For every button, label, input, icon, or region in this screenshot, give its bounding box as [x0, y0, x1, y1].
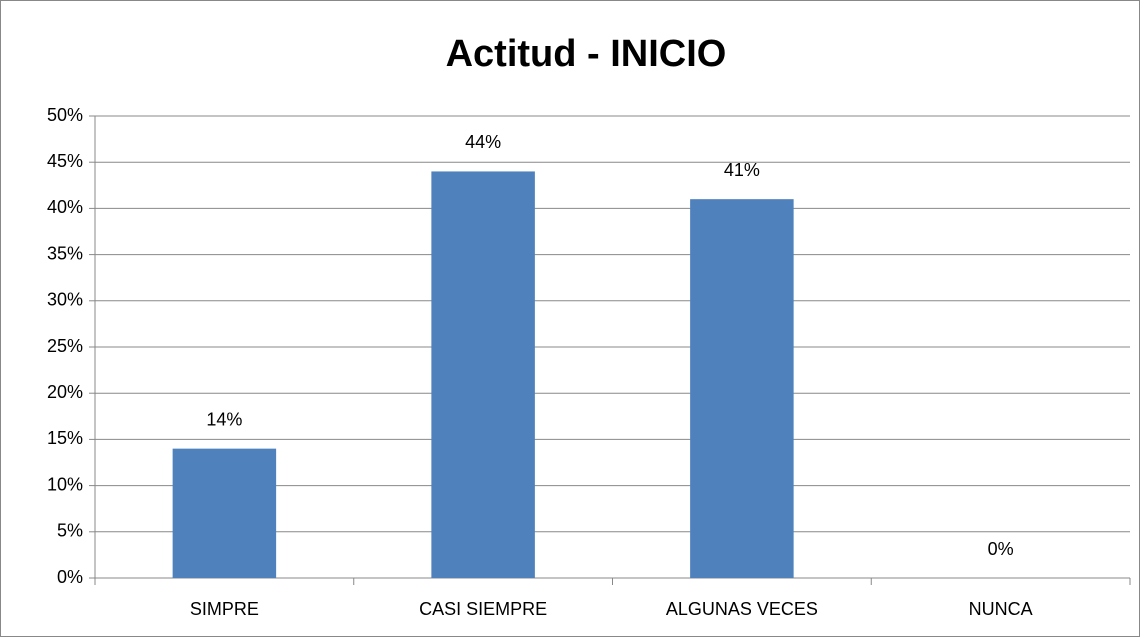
y-tick-label: 35%	[47, 243, 83, 263]
x-tick-label: ALGUNAS VECES	[666, 599, 818, 619]
y-tick-label: 40%	[47, 197, 83, 217]
bar	[431, 171, 535, 578]
y-tick-label: 0%	[57, 567, 83, 587]
value-label: 14%	[206, 409, 242, 429]
y-tick-label: 10%	[47, 474, 83, 494]
chart-title: Actitud - INICIO	[446, 33, 727, 75]
value-label: 0%	[988, 539, 1014, 559]
y-tick-label: 50%	[47, 105, 83, 125]
x-tick-label: CASI SIEMPRE	[419, 599, 547, 619]
bar	[172, 448, 277, 578]
value-label: 44%	[465, 132, 501, 152]
y-tick-label: 45%	[47, 151, 83, 171]
y-tick-label: 25%	[47, 336, 83, 356]
y-tick-label: 5%	[57, 521, 83, 541]
value-label: 41%	[724, 160, 760, 180]
y-tick-label: 20%	[47, 382, 83, 402]
y-tick-label: 30%	[47, 290, 83, 310]
bar	[690, 199, 794, 578]
y-tick-label: 15%	[47, 428, 83, 448]
x-tick-label: NUNCA	[969, 599, 1033, 619]
x-tick-label: SIMPRE	[190, 599, 259, 619]
